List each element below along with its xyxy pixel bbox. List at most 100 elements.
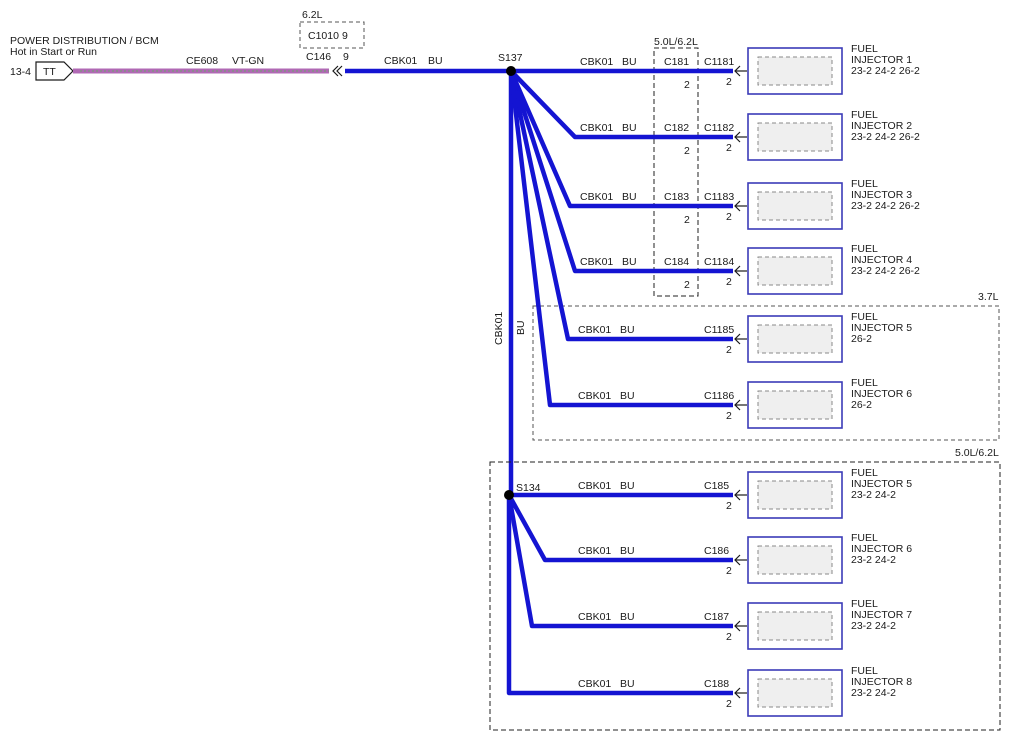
fuel-injector-inner xyxy=(757,324,833,354)
injector-name-line2: INJECTOR 4 xyxy=(851,254,912,266)
fuel-injector-inner xyxy=(757,390,833,420)
fuel-injector-inner xyxy=(757,545,833,575)
injector-circuit-label: CBK01 xyxy=(578,678,611,690)
injector-name-line2: INJECTOR 5 xyxy=(851,478,912,490)
injector-pin-label: 2 xyxy=(726,76,732,88)
injector-circuit-label: CBK01 xyxy=(578,390,611,402)
injector-color-label: BU xyxy=(622,191,637,203)
injector-connector-label: C1185 xyxy=(704,324,734,336)
injector-page-refs: 23-2 24-2 26-2 xyxy=(851,131,920,143)
tt-connector-tag xyxy=(35,61,74,81)
fuel-injector-inner xyxy=(757,611,833,641)
injector-wire xyxy=(507,493,733,563)
injector-name-line2: INJECTOR 2 xyxy=(851,120,912,132)
fuel-injector-inner xyxy=(757,122,833,152)
fuel-injector-inner xyxy=(757,191,833,221)
injector-name-line2: INJECTOR 3 xyxy=(851,189,912,201)
fuel-injector-inner xyxy=(757,256,833,286)
injector-page-refs: 26-2 xyxy=(851,333,872,345)
injector-circuit-label: CBK01 xyxy=(580,191,613,203)
injector-name-line1: FUEL xyxy=(851,311,878,323)
injector-circuit-label: CBK01 xyxy=(578,324,611,336)
injector-pin-label: 2 xyxy=(726,410,732,422)
injector-connector-label: C186 xyxy=(704,545,729,557)
variant-37l-box xyxy=(532,305,1000,441)
source-title: POWER DISTRIBUTION / BCM xyxy=(10,35,159,47)
injector-connector-label: C188 xyxy=(704,678,729,690)
injector-name-line1: FUEL xyxy=(851,532,878,544)
inline-pin-label: 2 xyxy=(684,214,690,226)
injector-page-refs: 23-2 24-2 xyxy=(851,620,896,632)
injector-pin-label: 2 xyxy=(726,565,732,577)
variant-62l-box xyxy=(299,21,365,49)
c1010-pin-label: 9 xyxy=(342,30,348,42)
injector-color-label: BU xyxy=(622,122,637,134)
injector-color-label: BU xyxy=(622,256,637,268)
injector-wire xyxy=(508,70,733,408)
injector-color-label: BU xyxy=(620,678,635,690)
injector-color-label: BU xyxy=(622,56,637,68)
injector-name-line1: FUEL xyxy=(851,178,878,190)
injector-name-line1: FUEL xyxy=(851,243,878,255)
variant-50-62-bottom-box xyxy=(489,461,1001,731)
c146-connector-arrow xyxy=(332,65,339,77)
injector-connector-label: C1183 xyxy=(704,191,734,203)
injector-page-refs: 23-2 24-2 26-2 xyxy=(851,200,920,212)
injector-circuit-label: CBK01 xyxy=(578,611,611,623)
injector-pin-label: 2 xyxy=(726,631,732,643)
injector-connector-label: C187 xyxy=(704,611,729,623)
injector-name-line1: FUEL xyxy=(851,109,878,121)
inline-connector-label: C183 xyxy=(664,191,689,203)
injector-name-line1: FUEL xyxy=(851,43,878,55)
injector-circuit-label: CBK01 xyxy=(578,545,611,557)
injector-name-line2: INJECTOR 5 xyxy=(851,322,912,334)
main-color-label: BU xyxy=(428,55,443,67)
injector-color-label: BU xyxy=(620,611,635,623)
injector-page-refs: 23-2 24-2 xyxy=(851,489,896,501)
injector-circuit-label: CBK01 xyxy=(580,122,613,134)
injector-wire xyxy=(508,70,733,342)
variant-50-62-top-label: 5.0L/6.2L xyxy=(654,36,698,48)
c146-pin-label: 9 xyxy=(343,51,349,63)
injector-circuit-label: CBK01 xyxy=(580,256,613,268)
injector-name-line1: FUEL xyxy=(851,598,878,610)
injector-page-refs: 23-2 24-2 xyxy=(851,554,896,566)
injector-circuit-label: CBK01 xyxy=(578,480,611,492)
injector-color-label: BU xyxy=(620,324,635,336)
fuel-injector-inner xyxy=(757,480,833,510)
injector-page-refs: 23-2 24-2 26-2 xyxy=(851,65,920,77)
injector-page-refs: 26-2 xyxy=(851,399,872,411)
injector-connector-label: C185 xyxy=(704,480,729,492)
tt-tag-label: TT xyxy=(43,66,56,78)
c146-connector-label: C146 xyxy=(306,51,331,63)
injector-pin-label: 2 xyxy=(726,344,732,356)
variant-50-62-top-box xyxy=(653,47,699,297)
injector-circuit-label: CBK01 xyxy=(580,56,613,68)
injector-color-label: BU xyxy=(620,390,635,402)
ce608-circuit-label: CE608 xyxy=(186,55,218,67)
injector-pin-label: 2 xyxy=(726,500,732,512)
injector-pin-label: 2 xyxy=(726,211,732,223)
injector-connector-label: C1184 xyxy=(704,256,734,268)
s137-splice-label: S137 xyxy=(498,52,523,64)
injector-wire xyxy=(509,69,733,140)
variant-50-62-bottom-label: 5.0L/6.2L xyxy=(955,447,999,459)
c1010-connector-label: C1010 xyxy=(308,30,339,42)
injector-page-refs: 23-2 24-2 26-2 xyxy=(851,265,920,277)
inline-pin-label: 2 xyxy=(684,279,690,291)
injector-name-line1: FUEL xyxy=(851,467,878,479)
injector-color-label: BU xyxy=(620,480,635,492)
injector-connector-label: C1182 xyxy=(704,122,734,134)
fuel-injector-inner xyxy=(757,56,833,86)
variant-37l-label: 3.7L xyxy=(978,291,999,303)
s134-splice-label: S134 xyxy=(516,482,541,494)
vt-gn-color-label: VT-GN xyxy=(232,55,264,67)
